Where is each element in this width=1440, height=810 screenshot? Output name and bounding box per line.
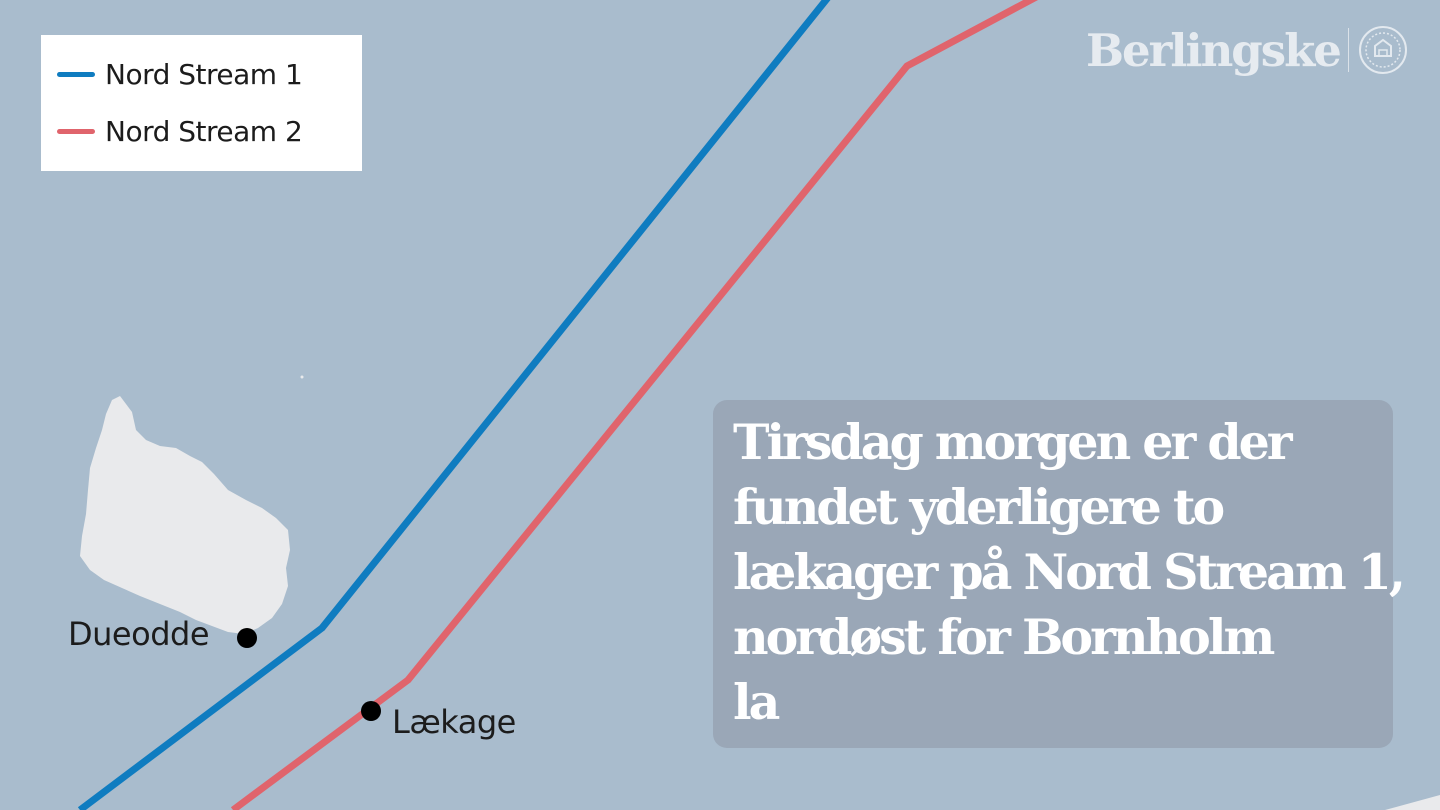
legend: Nord Stream 1 Nord Stream 2: [41, 35, 362, 171]
nord-stream-1-line: [77, 0, 831, 810]
brand-divider: [1347, 28, 1349, 72]
brand-logo: Berlingske: [1086, 20, 1409, 80]
leak-label: Lækage: [392, 703, 516, 741]
caption-line: fundet yderligere to: [733, 478, 1225, 536]
legend-item-nord-stream-2: Nord Stream 2: [57, 111, 303, 151]
legend-label: Nord Stream 2: [105, 114, 303, 148]
caption-line: Tirsdag morgen er der: [733, 413, 1293, 471]
nord-stream-2-line: [230, 0, 1039, 810]
nord-stream-2-swatch: [57, 128, 95, 134]
legend-label: Nord Stream 1: [105, 57, 303, 91]
caption-line: lækager på Nord Stream 1,: [733, 543, 1406, 601]
bornholm-island: [80, 396, 290, 634]
dueodde-marker: [237, 628, 257, 648]
caption-line: la: [733, 673, 780, 731]
legend-item-nord-stream-1: Nord Stream 1: [57, 54, 303, 94]
brand-wordmark: Berlingske: [1086, 23, 1342, 77]
islet: [300, 375, 304, 379]
caption-box: Tirsdag morgen er der fundet yderligere …: [713, 400, 1406, 748]
dueodde-label: Dueodde: [68, 615, 210, 653]
land-corner: [1385, 795, 1440, 810]
crest-icon: [1358, 26, 1407, 74]
caption-line: nordøst for Bornholm: [733, 608, 1275, 666]
nord-stream-1-swatch: [57, 71, 95, 77]
leak-marker: [361, 701, 381, 721]
